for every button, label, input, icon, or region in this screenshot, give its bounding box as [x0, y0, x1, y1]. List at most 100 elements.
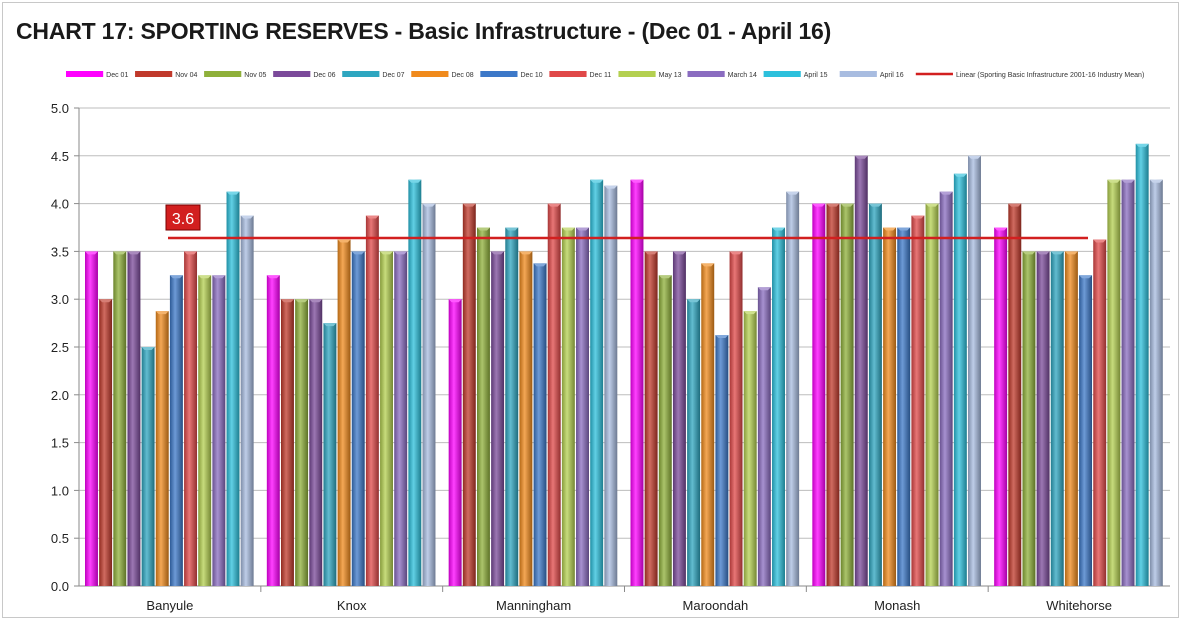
bar [422, 203, 436, 586]
bar [266, 275, 280, 586]
bar [365, 215, 379, 587]
bar-body [1050, 251, 1064, 586]
bar [786, 191, 800, 586]
legend-label: Dec 11 [590, 72, 612, 79]
bar-cap [1050, 251, 1064, 255]
bar-cap [743, 311, 757, 315]
bar-body [715, 335, 729, 586]
bar [141, 347, 155, 586]
bar [337, 239, 351, 586]
bar [1121, 179, 1135, 586]
chart-title: CHART 17: SPORTING RESERVES - Basic Infr… [16, 18, 832, 44]
legend-label: Dec 06 [313, 72, 335, 79]
bar-body [786, 191, 800, 586]
bar-cap [897, 227, 911, 231]
bar [576, 227, 589, 586]
bar-body [604, 185, 618, 587]
axes: 0.0 0.5 1.0 1.5 2.0 2.5 3.0 3.5 4.0 4.5 5.0 Banyule… [51, 101, 1170, 613]
bar [198, 275, 212, 586]
y-tick-label: 2.5 [51, 340, 69, 355]
legend-label: Nov 04 [175, 72, 197, 79]
legend-swatch [763, 71, 801, 77]
legend-label: Dec 01 [106, 72, 128, 79]
bar [212, 275, 226, 586]
bar [226, 191, 240, 586]
bar-cap [1022, 251, 1036, 255]
y-tick-label: 1.5 [51, 436, 69, 451]
bar [547, 203, 561, 586]
y-tick-label: 3.5 [51, 244, 69, 259]
legend: Dec 01 Nov 04 Nov 05 Dec 06 Dec 07 Dec 08 Dec … [66, 71, 1144, 79]
legend-swatch [66, 71, 104, 77]
bar [533, 263, 547, 586]
y-tick-label: 0.0 [51, 579, 69, 594]
bar-body [448, 299, 462, 586]
bar-body [519, 251, 533, 586]
bar [295, 299, 309, 586]
bar [280, 299, 294, 586]
legend-swatch [839, 71, 877, 77]
bar-cap [422, 203, 436, 207]
bar-cap [1008, 203, 1022, 207]
bar [462, 203, 476, 586]
bar [743, 311, 757, 586]
bar-body [505, 227, 519, 586]
bar-body [868, 203, 882, 586]
bar-cap [1079, 275, 1093, 279]
bar-body [840, 203, 854, 586]
bar-cap [883, 227, 897, 231]
category-label: Whitehorse [1046, 598, 1112, 613]
bar-body [169, 275, 183, 586]
bar-cap [212, 275, 226, 279]
bar-body [198, 275, 212, 586]
bar-cap [968, 155, 981, 159]
legend-label: March 14 [728, 72, 757, 79]
legend-swatch [480, 71, 518, 77]
bar-body [99, 299, 113, 586]
bar-cap [1036, 251, 1050, 255]
bar-body [85, 251, 98, 586]
legend-swatch [204, 71, 242, 77]
bar-cap [925, 203, 939, 207]
bar [491, 251, 505, 586]
bar-body [994, 227, 1008, 586]
bar-cap [786, 191, 800, 195]
bar-body [883, 227, 897, 586]
bar [1149, 179, 1163, 586]
bar-body [547, 203, 561, 586]
trend-value-label: 3.6 [172, 211, 194, 228]
bar-cap [757, 287, 771, 291]
bar-cap [630, 179, 644, 183]
gridlines [79, 107, 1170, 587]
bar [155, 311, 169, 586]
bar-cap [1107, 179, 1121, 183]
bar-body [408, 179, 422, 586]
bar-cap [590, 179, 604, 183]
bar-body [561, 227, 575, 586]
legend-item: Dec 01 [66, 71, 128, 79]
bar-cap [911, 215, 925, 219]
y-tick-label: 4.5 [51, 149, 69, 164]
y-tick-label: 4.0 [51, 197, 69, 212]
bar-body [701, 263, 715, 586]
bar [687, 299, 701, 586]
category-label: Manningham [496, 598, 571, 613]
bar [729, 251, 743, 586]
bar-body [1121, 179, 1135, 586]
bar-cap [1135, 143, 1149, 147]
bar-body [939, 191, 953, 586]
bar [840, 203, 854, 586]
bar [883, 227, 897, 586]
bar-cap [576, 227, 589, 231]
legend-label: Dec 08 [451, 72, 473, 79]
bar-cap [198, 275, 212, 279]
bar-cap [533, 263, 547, 267]
bar-cap [155, 311, 169, 315]
bar [519, 251, 533, 586]
legend-label: April 16 [880, 72, 904, 79]
bar-body [266, 275, 280, 586]
bar-cap [687, 299, 701, 303]
bar [113, 251, 127, 586]
bar-cap [337, 239, 351, 243]
